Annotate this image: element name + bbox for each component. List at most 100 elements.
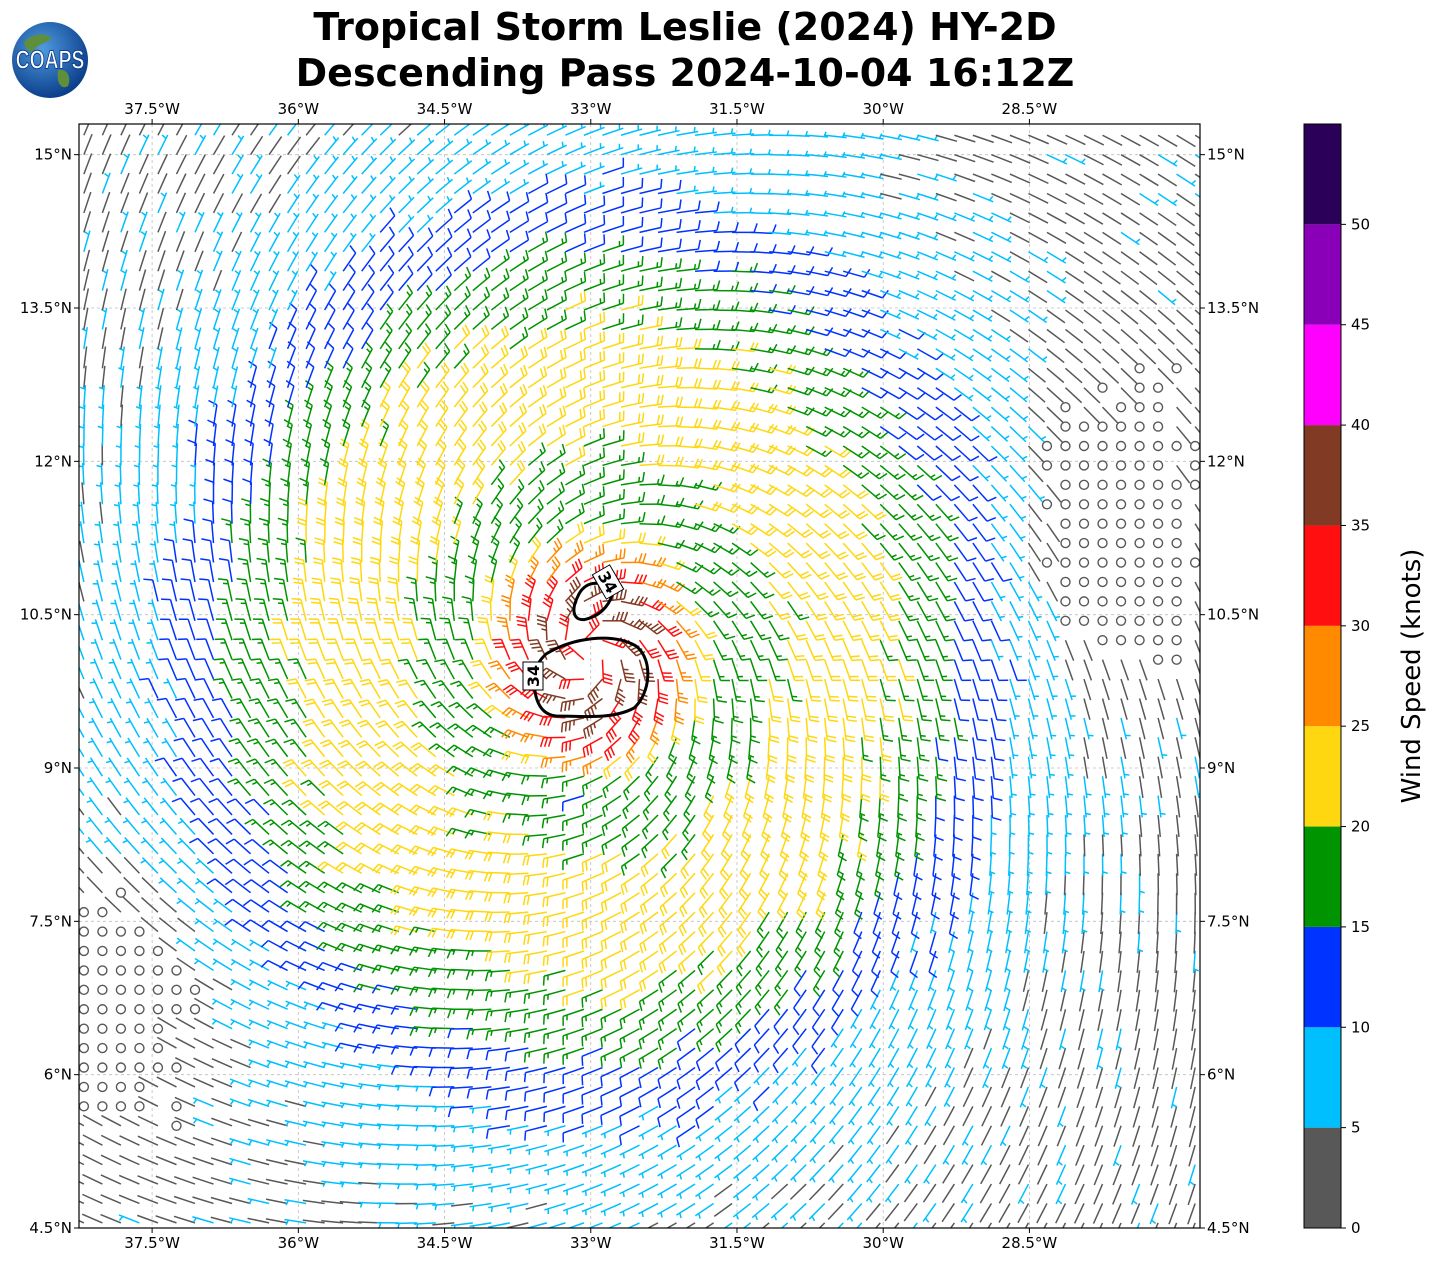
wind-barb	[265, 1218, 288, 1224]
wind-barb	[1077, 1047, 1085, 1070]
wind-barb	[1075, 1144, 1085, 1166]
wind-barb	[829, 1086, 844, 1106]
wind-barb	[358, 1201, 381, 1208]
wind-barb	[1152, 1067, 1159, 1090]
colorbar-tick-label: 10	[1351, 1018, 1370, 1036]
wind-barb	[980, 1164, 993, 1185]
wind-barb	[732, 1183, 752, 1201]
wind-barb	[432, 1222, 455, 1226]
wind-barb	[321, 1041, 344, 1049]
wind-barb	[118, 1174, 140, 1185]
wind-barb	[303, 1080, 325, 1088]
colorbar-tick-label: 0	[1351, 1219, 1361, 1237]
wind-barb	[247, 1178, 270, 1185]
chart-title: Tropical Storm Leslie (2024) HY-2D Desce…	[140, 4, 1230, 96]
wind-barb	[79, 1200, 85, 1205]
wind-barb	[791, 1086, 807, 1106]
wind-barb	[944, 1047, 956, 1069]
wind-barb	[413, 1183, 436, 1190]
wind-barb	[828, 1125, 844, 1145]
wind-barb	[772, 1086, 789, 1105]
wind-barb	[753, 1047, 770, 1073]
wind-barb	[171, 1062, 182, 1073]
wind-barb	[1136, 1222, 1141, 1228]
wind-barb	[912, 1222, 918, 1228]
wind-barb	[961, 1144, 974, 1166]
wind-barb	[771, 1125, 789, 1144]
wind-barb	[886, 1105, 900, 1126]
wind-barb	[1017, 1164, 1030, 1185]
wind-barb	[284, 1218, 307, 1226]
wind-barb	[1189, 1067, 1196, 1090]
wind-barb	[266, 1039, 288, 1049]
wind-barb	[79, 1219, 85, 1224]
wind-barb	[676, 1086, 696, 1109]
wind-barb	[752, 1144, 770, 1163]
wind-barb	[358, 1083, 381, 1090]
wind-barb	[903, 1203, 918, 1222]
wind-barb	[358, 1162, 381, 1169]
wind-barb	[119, 1154, 140, 1166]
wind-barb	[676, 1144, 696, 1161]
wind-barb	[1112, 1183, 1122, 1205]
wind-barb	[82, 1114, 103, 1127]
wind-barb	[567, 1222, 585, 1228]
wind-barb	[1130, 1183, 1141, 1205]
wind-barb	[1036, 1164, 1048, 1185]
wind-barb	[1073, 1203, 1085, 1224]
wind-barb	[523, 1086, 548, 1102]
wind-barb	[790, 1105, 807, 1125]
wind-barb	[138, 1076, 159, 1088]
wind-barb	[193, 1037, 214, 1049]
wind-barb	[485, 1125, 510, 1139]
wind-barb	[751, 1202, 770, 1221]
wind-barb	[962, 1106, 974, 1127]
wind-barb	[229, 1078, 251, 1088]
wind-barb	[1037, 1144, 1048, 1166]
wind-barb	[1076, 1067, 1085, 1089]
wind-barb	[638, 1183, 659, 1198]
wind-barb	[339, 1200, 362, 1205]
wind-barb	[829, 1105, 844, 1126]
colorbar-bin	[1304, 1127, 1341, 1228]
wind-barb	[600, 1125, 622, 1139]
wind-barb	[266, 1139, 288, 1146]
wind-barb	[847, 1144, 863, 1164]
wind-barb	[1093, 1183, 1104, 1205]
wind-barb	[704, 1222, 714, 1228]
wind-barb	[713, 1183, 733, 1198]
wind-barb	[134, 1062, 145, 1073]
wind-barb	[751, 1183, 770, 1201]
wind-barb	[266, 1079, 288, 1088]
wind-barb	[619, 1105, 640, 1126]
wind-barb	[1187, 1203, 1196, 1225]
wind-barb	[942, 1125, 956, 1146]
wind-barb	[1001, 1047, 1011, 1069]
wind-barb	[1043, 1222, 1048, 1228]
wind-barb	[904, 1144, 918, 1164]
wind-barb	[695, 1105, 715, 1129]
wind-barb	[981, 1106, 993, 1127]
wind-barb	[229, 1137, 251, 1146]
wind-barb	[733, 1086, 752, 1105]
wind-barb	[925, 1047, 937, 1069]
wind-barb	[353, 1043, 381, 1053]
wind-barb	[1055, 1164, 1067, 1186]
wind-barb	[1112, 1164, 1122, 1186]
wind-barb	[1020, 1067, 1030, 1089]
wind-barb	[998, 1203, 1011, 1223]
wind-barb	[100, 1194, 122, 1205]
wind-barb	[450, 1183, 473, 1192]
wind-barb	[809, 1125, 826, 1145]
wind-barb	[1019, 1086, 1030, 1108]
wind-barb	[1074, 1164, 1085, 1186]
wind-barb	[676, 1066, 696, 1090]
wind-barb	[1150, 1144, 1159, 1167]
wind-barb	[846, 1202, 863, 1222]
colorbar-tick-label: 40	[1351, 416, 1370, 434]
wind-barb	[211, 1038, 233, 1049]
wind-barb	[638, 1086, 659, 1108]
wind-barb	[963, 1047, 974, 1069]
wind-barb	[1017, 1183, 1030, 1205]
wind-barb	[941, 1183, 955, 1203]
